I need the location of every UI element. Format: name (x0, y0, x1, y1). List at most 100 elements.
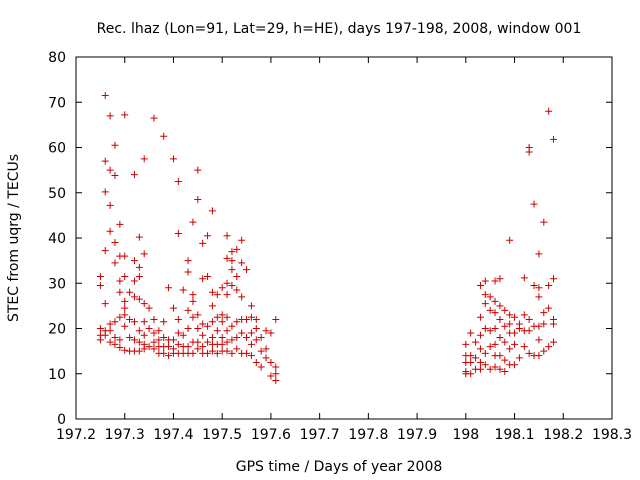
data-point (496, 352, 504, 360)
data-point (491, 363, 499, 371)
y-tick-label: 0 (57, 412, 66, 428)
data-point (247, 313, 255, 321)
data-point (169, 304, 177, 312)
data-point (472, 338, 480, 346)
y-axis: 0 10 20 30 40 50 60 70 80 (48, 50, 612, 428)
data-point (238, 293, 246, 301)
data-point (174, 340, 182, 348)
data-point (101, 331, 109, 339)
y-tick-label: 20 (48, 322, 66, 338)
data-point (121, 311, 129, 319)
data-point (111, 340, 119, 348)
data-point (121, 252, 129, 260)
data-point (233, 245, 241, 253)
data-point (272, 370, 280, 378)
data-point (116, 277, 124, 285)
data-point (481, 325, 489, 332)
data-point (199, 331, 207, 339)
data-point (550, 135, 558, 143)
data-point (472, 354, 480, 362)
data-point (169, 336, 177, 344)
data-point (491, 297, 499, 305)
data-point (101, 300, 109, 308)
data-point (106, 338, 114, 346)
data-point (243, 315, 251, 323)
data-point (116, 220, 124, 228)
data-point (106, 227, 114, 235)
data-point (199, 320, 207, 328)
data-point (160, 349, 168, 357)
data-point (467, 329, 475, 337)
data-point (481, 300, 489, 308)
data-point (160, 334, 168, 342)
data-point (160, 318, 168, 326)
data-point (506, 236, 514, 244)
data-point (243, 349, 251, 357)
data-point (511, 313, 519, 321)
data-point (169, 155, 177, 163)
y-tick-label: 30 (48, 276, 66, 292)
data-point (184, 325, 192, 332)
data-point (184, 306, 192, 314)
y-tick-label: 60 (48, 141, 66, 157)
data-point (525, 349, 533, 357)
data-point (496, 315, 504, 323)
data-point (208, 318, 216, 326)
data-point (150, 338, 158, 346)
data-point (126, 315, 134, 323)
data-point (121, 346, 129, 354)
data-point (223, 313, 231, 321)
y-axis-label: STEC from uqrg / TECUs (6, 154, 22, 322)
data-point (199, 239, 207, 247)
data-point (262, 345, 270, 353)
data-point (540, 309, 548, 317)
data-point (486, 327, 494, 335)
data-point (96, 282, 104, 290)
data-point (467, 358, 475, 366)
data-point (540, 347, 548, 355)
data-point (116, 313, 124, 321)
data-point (530, 200, 538, 208)
data-point (126, 334, 134, 342)
data-point (213, 327, 221, 335)
data-points (96, 91, 558, 385)
x-axis-label: GPS time / Days of year 2008 (236, 459, 443, 475)
data-point (204, 322, 212, 330)
data-point (101, 91, 109, 99)
data-point (150, 315, 158, 323)
data-point (535, 250, 543, 258)
data-point (174, 329, 182, 337)
data-point (550, 338, 558, 346)
data-point (199, 343, 207, 351)
data-point (535, 336, 543, 344)
data-point (233, 286, 241, 294)
data-point (535, 322, 543, 330)
data-point (501, 356, 509, 364)
data-point (223, 232, 231, 240)
data-point (204, 272, 212, 280)
data-point (150, 345, 158, 353)
data-point (545, 343, 553, 351)
x-tick-label: 197.4 (153, 427, 193, 443)
data-point (140, 155, 148, 163)
data-point (476, 331, 484, 339)
x-tick-label: 198.2 (543, 427, 583, 443)
data-point (267, 372, 275, 380)
data-point (106, 320, 114, 328)
data-point (486, 306, 494, 314)
data-point (535, 284, 543, 292)
data-point (252, 336, 260, 344)
data-point (160, 132, 168, 140)
data-point (476, 345, 484, 353)
data-point (481, 349, 489, 357)
data-point (189, 218, 197, 226)
data-point (238, 259, 246, 267)
data-point (481, 291, 489, 299)
data-point (223, 347, 231, 355)
data-point (96, 325, 104, 332)
data-point (491, 309, 499, 317)
data-point (511, 329, 519, 337)
data-point (204, 232, 212, 240)
data-point (145, 325, 153, 332)
